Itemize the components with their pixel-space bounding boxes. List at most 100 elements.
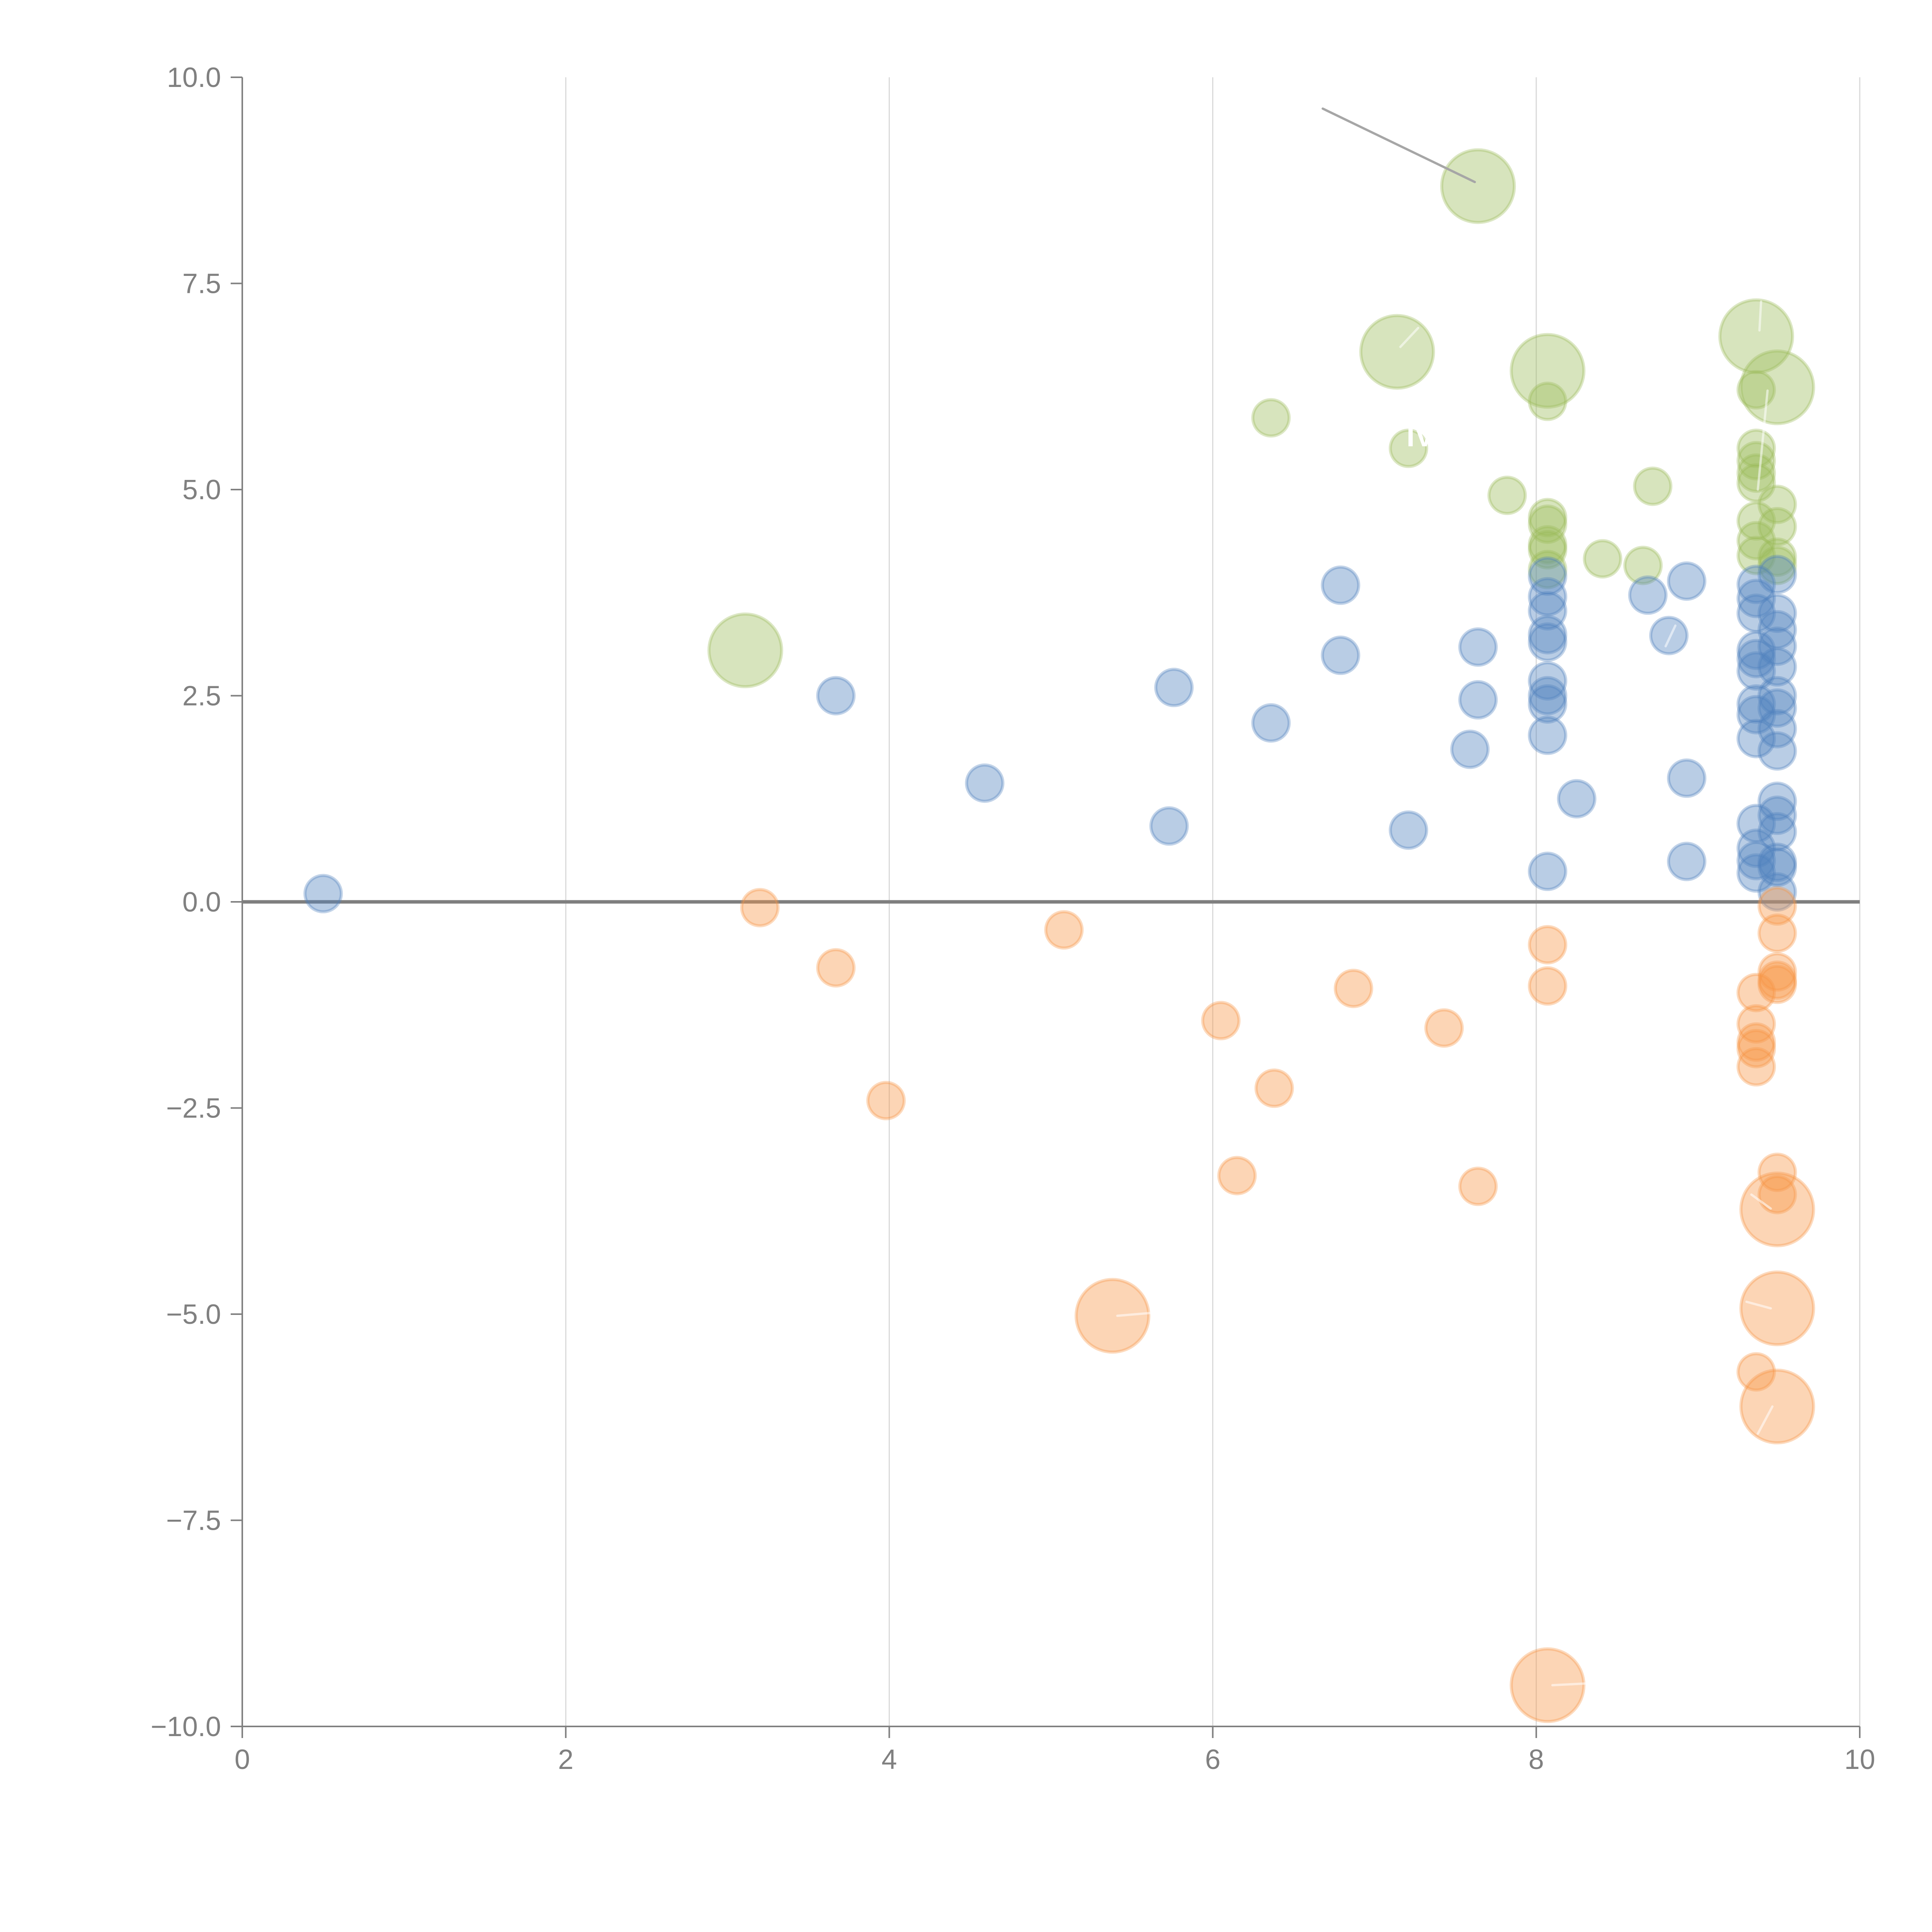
bubble-point[interactable] — [1757, 688, 1797, 728]
bubble-point[interactable] — [1075, 1278, 1151, 1354]
bubble-point[interactable] — [816, 676, 856, 716]
bubble-point[interactable] — [1528, 498, 1568, 537]
bubble-point[interactable] — [1736, 841, 1776, 881]
bubble-point[interactable] — [1757, 626, 1797, 666]
bubble-point[interactable] — [1649, 616, 1689, 655]
bubble-point[interactable] — [1528, 504, 1568, 544]
bubble-point[interactable] — [1757, 960, 1797, 1000]
bubble-point[interactable] — [1736, 370, 1776, 410]
bubble-point[interactable] — [1154, 668, 1194, 707]
bubble-point[interactable] — [1757, 1175, 1797, 1214]
bubble-point[interactable] — [1528, 715, 1568, 755]
bubble-point[interactable] — [1736, 719, 1776, 759]
bubble-point[interactable] — [1736, 521, 1776, 561]
bubble-point[interactable] — [1667, 842, 1707, 881]
bubble-point[interactable] — [1757, 507, 1797, 547]
bubble-point[interactable] — [1736, 651, 1776, 691]
bubble-point[interactable] — [1528, 530, 1568, 570]
bubble-point[interactable] — [1757, 781, 1797, 821]
bubble-point[interactable] — [1736, 684, 1776, 724]
bubble-point[interactable] — [1736, 463, 1776, 503]
bubble-point[interactable] — [1440, 148, 1516, 224]
bubble-point[interactable] — [1528, 925, 1568, 964]
bubble-point[interactable] — [1736, 695, 1776, 735]
bubble-point[interactable] — [1528, 684, 1568, 724]
bubble-point[interactable] — [1201, 1001, 1241, 1041]
bubble-point[interactable] — [1757, 610, 1797, 650]
bubble-point[interactable] — [1757, 964, 1797, 1004]
bubble-point[interactable] — [1757, 554, 1797, 594]
bubble-point[interactable] — [1251, 703, 1291, 743]
bubble-point[interactable] — [1458, 680, 1498, 720]
bubble-point[interactable] — [1667, 758, 1707, 798]
bubble-point[interactable] — [1757, 886, 1797, 926]
bubble-point[interactable] — [1628, 575, 1668, 615]
bubble-point[interactable] — [1528, 615, 1568, 655]
bubble-point[interactable] — [1528, 591, 1568, 631]
bubble-point[interactable] — [1757, 952, 1797, 992]
bubble-point[interactable] — [303, 874, 343, 913]
bubble-point[interactable] — [1528, 549, 1568, 589]
bubble-point[interactable] — [1528, 577, 1568, 617]
bubble-point[interactable] — [1757, 847, 1797, 887]
bubble-point[interactable] — [1736, 631, 1776, 670]
bubble-point[interactable] — [1149, 806, 1189, 846]
bubble-point[interactable] — [1736, 1022, 1776, 1062]
bubble-point[interactable] — [1736, 565, 1776, 604]
bubble-point[interactable] — [1450, 730, 1490, 769]
bubble-point[interactable] — [1736, 804, 1776, 844]
bubble-point[interactable] — [816, 948, 856, 988]
bubble-point[interactable] — [1583, 539, 1622, 579]
bubble-point[interactable] — [1736, 429, 1776, 468]
bubble-point[interactable] — [1424, 1008, 1464, 1048]
bubble-point[interactable] — [1757, 842, 1797, 882]
bubble-point[interactable] — [1736, 1352, 1776, 1392]
bubble-point[interactable] — [1487, 475, 1527, 515]
bubble-point[interactable] — [1528, 852, 1568, 891]
bubble-point[interactable] — [1321, 565, 1361, 605]
bubble-point[interactable] — [1736, 828, 1776, 868]
bubble-point[interactable] — [1633, 466, 1673, 506]
bubble-point[interactable] — [1757, 795, 1797, 835]
bubble-point[interactable] — [1739, 1270, 1815, 1347]
bubble-point[interactable] — [1757, 537, 1797, 577]
bubble-point[interactable] — [1528, 556, 1568, 596]
bubble-point[interactable] — [1736, 594, 1776, 633]
bubble-point[interactable] — [1044, 910, 1084, 950]
bubble-point[interactable] — [1510, 1647, 1586, 1723]
bubble-point[interactable] — [1667, 561, 1707, 601]
bubble-point[interactable] — [1389, 429, 1429, 468]
bubble-point[interactable] — [1528, 661, 1568, 701]
bubble-point[interactable] — [1757, 709, 1797, 748]
bubble-point[interactable] — [1736, 1004, 1776, 1044]
bubble-point[interactable] — [1736, 441, 1776, 481]
bubble-point[interactable] — [1736, 536, 1776, 575]
bubble-point[interactable] — [1736, 1047, 1776, 1087]
bubble-point[interactable] — [1739, 1369, 1815, 1445]
bubble-point[interactable] — [1757, 913, 1797, 953]
bubble-point[interactable] — [1739, 349, 1815, 425]
bubble-point[interactable] — [1217, 1156, 1257, 1196]
bubble-point[interactable] — [1623, 546, 1663, 585]
bubble-point[interactable] — [1251, 398, 1291, 438]
bubble-point[interactable] — [1757, 546, 1797, 585]
bubble-point[interactable] — [1458, 1167, 1498, 1206]
bubble-point[interactable] — [1757, 812, 1797, 852]
bubble-point[interactable] — [1389, 810, 1429, 850]
bubble-point[interactable] — [1757, 731, 1797, 771]
bubble-point[interactable] — [1557, 779, 1597, 819]
bubble-point[interactable] — [1757, 872, 1797, 912]
bubble-point[interactable] — [1757, 647, 1797, 687]
bubble-point[interactable] — [1739, 1171, 1815, 1247]
bubble-point[interactable] — [1528, 622, 1568, 662]
bubble-point[interactable] — [1458, 627, 1498, 667]
bubble-point[interactable] — [1528, 525, 1568, 565]
bubble-point[interactable] — [1736, 853, 1776, 893]
bubble-point[interactable] — [707, 612, 783, 689]
bubble-point[interactable] — [1757, 676, 1797, 716]
bubble-point[interactable] — [1757, 1152, 1797, 1192]
bubble-point[interactable] — [1528, 966, 1568, 1006]
bubble-point[interactable] — [1736, 1029, 1776, 1068]
bubble-point[interactable] — [1321, 635, 1361, 675]
bubble-point[interactable] — [1718, 298, 1794, 374]
